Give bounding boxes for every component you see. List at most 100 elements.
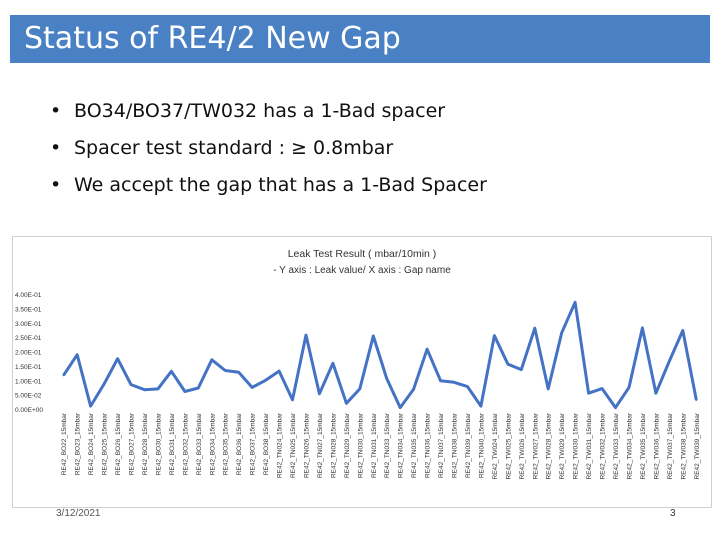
data-point	[116, 357, 119, 360]
data-point	[210, 358, 213, 362]
x-tick-label: RE42_TW031_15mbar	[586, 412, 593, 479]
x-tick-label: RE42_BO32_15mbar	[182, 412, 189, 475]
x-tick-label: RE42_TW036_15mbar	[653, 412, 660, 479]
data-point	[62, 373, 65, 377]
x-tick-label: RE42_TW032_15mbar	[600, 412, 607, 479]
bullet-dot-icon: •	[50, 174, 62, 196]
x-tick-label: RE42_TW033_15mbar	[613, 412, 620, 479]
data-point	[695, 398, 698, 401]
y-tick-label: 3.50E-01	[15, 306, 42, 313]
data-point	[547, 387, 550, 391]
data-point	[520, 368, 523, 371]
x-tick-label: RE42_TW027_15mbar	[532, 412, 539, 479]
data-point	[345, 402, 348, 405]
x-tick-label: RE42_TN037_15mbar	[438, 412, 445, 478]
y-tick-label: 1.50E-01	[15, 364, 42, 371]
data-point	[412, 387, 415, 391]
data-point	[479, 404, 483, 408]
x-tick-label: RE42_BO34_15mbar	[209, 412, 216, 475]
x-tick-label: RE42_TN033_15mbar	[384, 412, 391, 478]
footer-date: 3/12/2021	[56, 508, 101, 519]
slide-title: Status of RE4/2 New Gap	[24, 21, 401, 56]
y-tick-label: 2.00E-01	[15, 350, 42, 357]
data-point	[600, 387, 604, 390]
x-tick-label: RE42_BO31_15mbar	[169, 412, 176, 475]
x-tick-label: RE42_TW038_15mbar	[680, 412, 687, 479]
data-point	[170, 370, 173, 373]
x-tick-label: RE42_TN028_15mbar	[330, 412, 337, 478]
x-tick-label: RE42_TN034_15mbar	[398, 412, 405, 478]
chart-title: Leak Test Result ( mbar/10min )	[288, 248, 437, 260]
bullet-text: BO34/BO37/TW032 has a 1-Bad spacer	[74, 100, 446, 122]
data-point	[439, 379, 442, 383]
data-point	[291, 398, 294, 401]
leak-test-chart: Leak Test Result ( mbar/10min ) - Y axis …	[15, 248, 701, 479]
x-tick-label: RE42_TW025_15mbar	[505, 412, 512, 479]
data-point	[237, 371, 240, 374]
x-tick-label: RE42_BO30_15mbar	[155, 412, 162, 475]
data-point	[385, 377, 388, 380]
chart-subtitle: - Y axis : Leak value/ X axis : Gap name	[273, 265, 451, 276]
data-point	[641, 326, 644, 330]
data-point	[493, 334, 496, 337]
x-tick-label: RE42_TW030_15mbar	[573, 412, 580, 479]
x-tick-label: RE42_BO24_15mbar	[88, 412, 95, 475]
data-point	[183, 390, 187, 393]
x-tick-label: RE42_BO27_15mbar	[129, 412, 136, 475]
data-point	[668, 359, 671, 363]
data-point	[372, 334, 375, 338]
data-point	[466, 385, 469, 388]
x-tick-label: RE42_TN039_15mbar	[465, 412, 472, 478]
x-tick-label: RE42_TN027_15mbar	[317, 412, 324, 478]
bullet-dot-icon: •	[50, 137, 62, 159]
x-tick-label: RE42_BO22_15mbar	[61, 412, 68, 475]
data-point	[425, 348, 429, 351]
data-point	[224, 369, 227, 372]
x-tick-label: RE42_TN030_15mbar	[357, 412, 364, 478]
y-tick-label: 1.00E-01	[15, 378, 42, 385]
x-tick-label: RE42_TN038_15mbar	[452, 412, 459, 478]
x-tick-label: RE42_TW034_15mbar	[626, 412, 633, 479]
data-point	[143, 388, 146, 391]
x-tick-label: RE42_BO37_15mbar	[250, 412, 257, 475]
data-point	[331, 362, 335, 365]
x-tick-label: RE42_TN025_15mbar	[290, 412, 297, 478]
data-point	[533, 327, 536, 330]
y-tick-label: 5.00E-02	[15, 393, 42, 400]
x-tick-label: RE42_TW039_15mbar	[694, 412, 701, 479]
data-point	[318, 392, 321, 395]
data-point	[452, 381, 456, 384]
x-tick-label: RE42_TN040_15mbar	[478, 412, 485, 478]
x-tick-label: RE42_BO28_15mbar	[142, 412, 149, 475]
x-tick-label: RE42_TN035_15mbar	[411, 412, 418, 478]
y-tick-label: 2.50E-01	[15, 335, 42, 342]
x-tick-label: RE42_TN031_15mbar	[371, 412, 378, 478]
data-point	[156, 387, 160, 391]
x-tick-label: RE42_TN036_15mbar	[425, 412, 432, 478]
data-point	[358, 387, 362, 391]
x-tick-label: RE42_BO33_15mbar	[196, 412, 203, 475]
x-tick-label: RE42_TW028_15mbar	[546, 412, 553, 479]
data-point	[560, 331, 563, 335]
bullet-text: Spacer test standard : ≥ 0.8mbar	[74, 137, 394, 159]
chart-frame: Leak Test Result ( mbar/10min ) - Y axis …	[12, 236, 712, 508]
x-tick-label: RE42_TW037_15mbar	[667, 412, 674, 479]
x-tick-label: RE42_TW029_15mbar	[559, 412, 566, 479]
x-tick-label: RE42_BO23_15mbar	[75, 412, 82, 475]
x-tick-label: RE42_TW035_15mbar	[640, 412, 647, 479]
data-point	[654, 391, 658, 395]
y-tick-label: 4.00E-01	[15, 292, 42, 299]
page-number: 3	[670, 508, 676, 519]
x-tick-label: RE42_BO26_15mbar	[115, 412, 122, 475]
x-tick-label: RE42_BO36_15mbar	[236, 412, 243, 475]
x-tick-label: RE42_BO38_15mbar	[263, 412, 270, 475]
data-point	[587, 391, 590, 395]
data-point	[627, 386, 631, 389]
title-bar: Status of RE4/2 New Gap	[10, 15, 710, 63]
data-point	[129, 383, 133, 386]
y-tick-label: 0.00E+00	[15, 407, 43, 414]
data-point	[681, 329, 685, 332]
bullet-text: We accept the gap that has a 1-Bad Space…	[74, 174, 487, 196]
x-tick-label: RE42_TW024_15mbar	[492, 412, 499, 479]
x-tick-label: RE42_TN029_15mbar	[344, 412, 351, 478]
